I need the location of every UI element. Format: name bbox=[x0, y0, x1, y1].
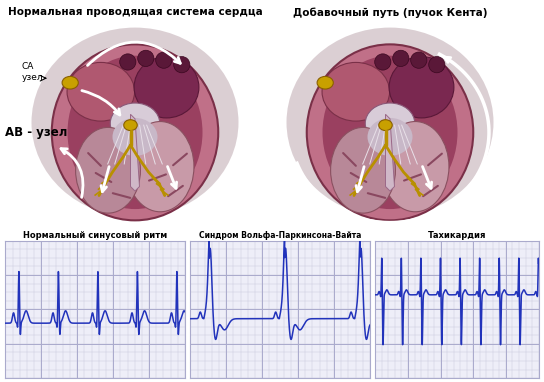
Circle shape bbox=[393, 50, 409, 66]
Text: Добавочный путь (пучок Кента): Добавочный путь (пучок Кента) bbox=[293, 7, 487, 18]
Ellipse shape bbox=[67, 62, 134, 121]
Ellipse shape bbox=[317, 76, 333, 89]
Ellipse shape bbox=[32, 28, 238, 217]
Ellipse shape bbox=[379, 120, 392, 131]
Ellipse shape bbox=[331, 128, 395, 213]
Ellipse shape bbox=[110, 103, 160, 144]
Ellipse shape bbox=[126, 121, 194, 212]
Polygon shape bbox=[386, 114, 394, 191]
Ellipse shape bbox=[113, 118, 158, 156]
Ellipse shape bbox=[287, 28, 493, 217]
Circle shape bbox=[174, 57, 190, 73]
Circle shape bbox=[411, 52, 427, 68]
Ellipse shape bbox=[307, 44, 473, 220]
Circle shape bbox=[120, 54, 136, 70]
Text: СА
узел: СА узел bbox=[22, 63, 44, 82]
Ellipse shape bbox=[76, 128, 140, 213]
Circle shape bbox=[138, 50, 154, 66]
Circle shape bbox=[375, 54, 391, 70]
Circle shape bbox=[429, 57, 445, 73]
Ellipse shape bbox=[368, 118, 412, 156]
Ellipse shape bbox=[134, 57, 199, 118]
Ellipse shape bbox=[322, 62, 390, 121]
Polygon shape bbox=[131, 114, 139, 191]
Circle shape bbox=[156, 52, 172, 68]
Ellipse shape bbox=[365, 103, 415, 144]
Ellipse shape bbox=[62, 76, 78, 89]
Ellipse shape bbox=[123, 120, 137, 131]
Text: Нормальная проводящая система сердца: Нормальная проводящая система сердца bbox=[8, 7, 262, 17]
Title: Тахикардия: Тахикардия bbox=[428, 231, 486, 240]
Ellipse shape bbox=[67, 56, 202, 209]
Title: Нормальный синусовый ритм: Нормальный синусовый ритм bbox=[23, 231, 168, 240]
Text: АВ - узел: АВ - узел bbox=[5, 126, 67, 139]
Ellipse shape bbox=[52, 44, 218, 220]
Ellipse shape bbox=[381, 121, 449, 212]
Ellipse shape bbox=[389, 57, 454, 118]
Ellipse shape bbox=[323, 56, 458, 209]
Title: Синдром Вольфа-Паркинсона-Вайта: Синдром Вольфа-Паркинсона-Вайта bbox=[199, 231, 361, 240]
